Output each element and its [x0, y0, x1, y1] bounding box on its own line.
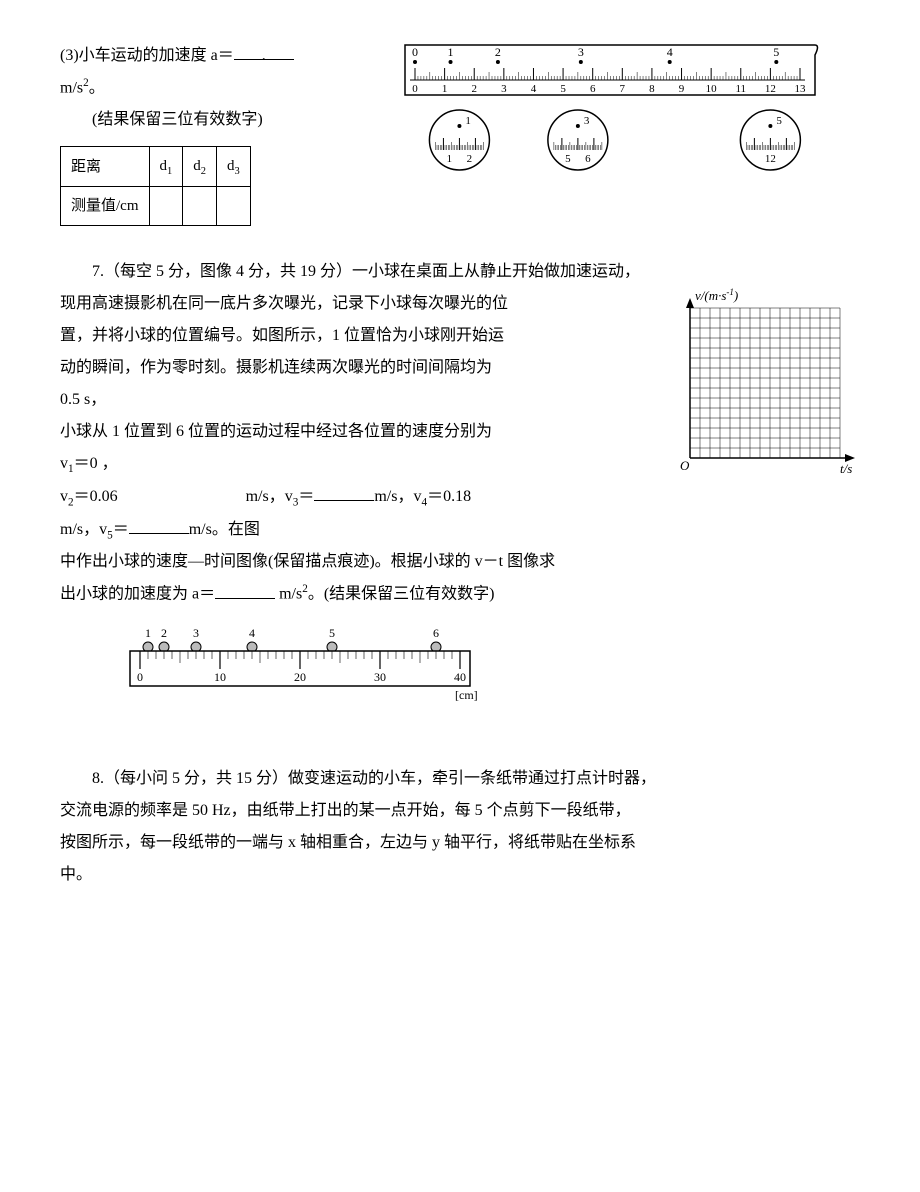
svg-text:5: 5: [560, 83, 566, 95]
q6-note: (结果保留三位有效数字): [60, 104, 380, 136]
svg-text:10: 10: [214, 670, 226, 684]
q7-blank-a: [215, 579, 275, 599]
svg-text:6: 6: [585, 153, 591, 165]
svg-text:1: 1: [442, 83, 448, 95]
svg-text:5: 5: [565, 153, 571, 165]
q7-grid-figure: v/(m·s-1) O t/s: [660, 288, 860, 500]
q6-unit: m/s: [60, 79, 83, 96]
q6-ruler-svg: 012345678910111213 012345 112356512: [400, 40, 820, 200]
svg-text:40: 40: [454, 670, 466, 684]
q6-t-r2c2: [149, 187, 183, 226]
q6-unit-end: 。: [89, 79, 105, 96]
q6-t-r1c4: d3: [217, 147, 251, 187]
svg-text:8: 8: [649, 83, 655, 95]
svg-text:4: 4: [249, 626, 255, 640]
svg-text:5: 5: [773, 45, 779, 59]
q7-p11: 出小球的加速度为 a＝ m/s2。(结果保留三位有效数字): [60, 578, 860, 610]
q6-t-r2c1: 测量值/cm: [61, 187, 150, 226]
svg-text:1: 1: [145, 626, 151, 640]
svg-text:12: 12: [765, 153, 776, 165]
svg-text:3: 3: [578, 45, 584, 59]
q7-p1: 7.（每空 5 分，图像 4 分，共 19 分）一小球在桌面上从静止开始做加速运…: [60, 256, 860, 288]
svg-text:6: 6: [433, 626, 439, 640]
q6-t-r1c2: d1: [149, 147, 183, 187]
svg-text:12: 12: [765, 83, 776, 95]
q7-ruler-figure: 12 3 4 5 6 0 10 20 30 40 [cm]: [120, 621, 860, 713]
svg-text:13: 13: [795, 83, 807, 95]
svg-text:0: 0: [412, 83, 418, 95]
q7-grid-svg: v/(m·s-1) O t/s: [660, 288, 860, 488]
q8-p2: 交流电源的频率是 50 Hz，由纸带上打出的某一点开始，每 5 个点剪下一段纸带…: [60, 795, 860, 827]
svg-text:2: 2: [467, 153, 473, 165]
q7-ylabel: v/(m·s-1): [695, 288, 738, 303]
svg-text:10: 10: [706, 83, 718, 95]
svg-text:1: 1: [448, 45, 454, 59]
q6-t-r1c3: d2: [183, 147, 217, 187]
svg-text:3: 3: [501, 83, 507, 95]
svg-text:6: 6: [590, 83, 596, 95]
svg-text:0: 0: [137, 670, 143, 684]
svg-text:2: 2: [161, 626, 167, 640]
q7-p9: m/s，v5＝m/s。在图: [60, 514, 860, 547]
svg-text:4: 4: [531, 83, 537, 95]
svg-text:0: 0: [412, 45, 418, 59]
q8-p3: 按图所示，每一段纸带的一端与 x 轴相重合，左边与 y 轴平行，将纸带贴在坐标系: [60, 827, 860, 859]
svg-text:30: 30: [374, 670, 386, 684]
q7-blank-v5: [129, 514, 189, 534]
q7-origin: O: [680, 458, 690, 473]
q8-p4: 中。: [60, 859, 860, 891]
q6-line2: m/s2。: [60, 72, 380, 104]
svg-text:2: 2: [495, 45, 501, 59]
q6-t-r2c3: [183, 187, 217, 226]
page-content: (3)小车运动的加速度 a＝. m/s2。 (结果保留三位有效数字) 距离 d1…: [60, 40, 860, 891]
q7-xlabel: t/s: [840, 461, 852, 476]
svg-text:4: 4: [667, 45, 673, 59]
q6-figure: 012345678910111213 012345 112356512: [400, 40, 860, 212]
q8-block: 8.（每小问 5 分，共 15 分）做变速运动的小车，牵引一条纸带通过打点计时器…: [60, 763, 860, 891]
q7-blank-v3: [314, 481, 374, 501]
svg-text:5: 5: [329, 626, 335, 640]
q6-line1: (3)小车运动的加速度 a＝.: [60, 40, 380, 72]
svg-text:9: 9: [679, 83, 685, 95]
q6-blank-a: .: [234, 40, 294, 60]
q6-table: 距离 d1 d2 d3 测量值/cm: [60, 146, 251, 226]
q7-block: 7.（每空 5 分，图像 4 分，共 19 分）一小球在桌面上从静止开始做加速运…: [60, 256, 860, 732]
svg-text:1: 1: [447, 153, 453, 165]
q6-t-r1c1: 距离: [61, 147, 150, 187]
q7-ruler-unit: [cm]: [455, 688, 478, 701]
svg-text:3: 3: [584, 115, 590, 127]
svg-text:11: 11: [735, 83, 746, 95]
svg-text:20: 20: [294, 670, 306, 684]
q6-row: (3)小车运动的加速度 a＝. m/s2。 (结果保留三位有效数字) 距离 d1…: [60, 40, 860, 226]
svg-text:2: 2: [471, 83, 477, 95]
q6-text-a: (3)小车运动的加速度 a＝: [60, 47, 234, 64]
svg-text:5: 5: [776, 115, 782, 127]
svg-text:7: 7: [620, 83, 626, 95]
q7-p10: 中作出小球的速度—时间图像(保留描点痕迹)。根据小球的 v－t 图像求: [60, 546, 860, 578]
q7-ruler-svg: 12 3 4 5 6 0 10 20 30 40 [cm]: [120, 621, 480, 701]
q8-p1: 8.（每小问 5 分，共 15 分）做变速运动的小车，牵引一条纸带通过打点计时器…: [60, 763, 860, 795]
q6-t-r2c4: [217, 187, 251, 226]
svg-text:3: 3: [193, 626, 199, 640]
svg-text:1: 1: [465, 115, 471, 127]
